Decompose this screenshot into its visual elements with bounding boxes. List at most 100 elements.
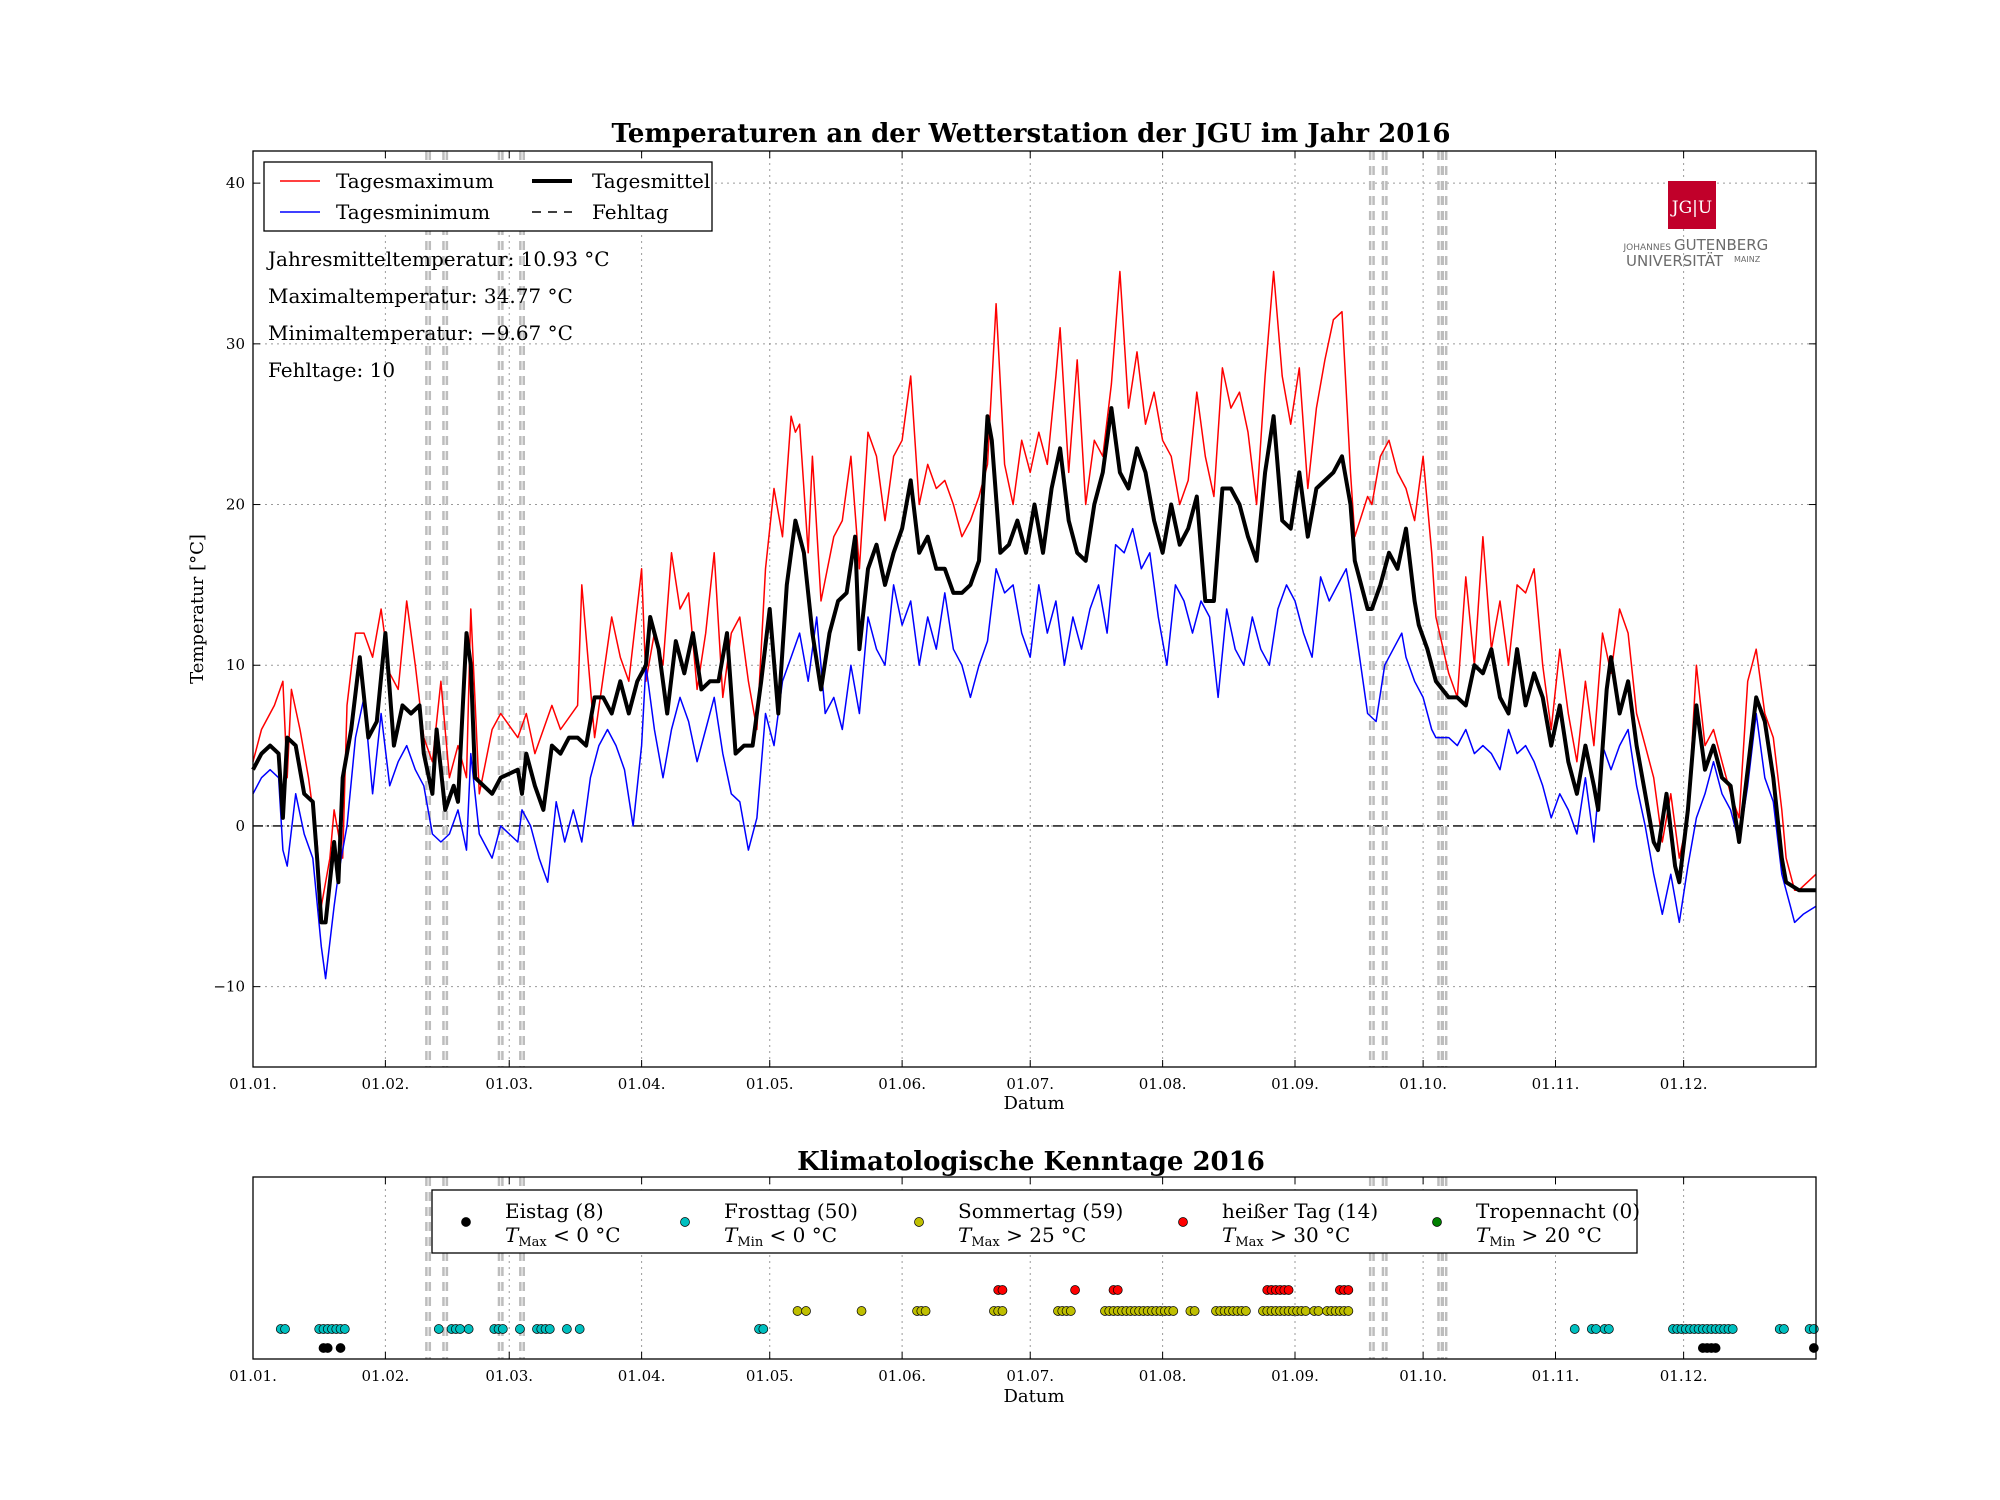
- kenntag-dot: [758, 1324, 769, 1334]
- x-tick-label: 01.08.: [1139, 1075, 1187, 1093]
- main-legend-box: [263, 161, 713, 232]
- x-tick-label: 01.10.: [1399, 1367, 1447, 1385]
- x-tick-label: 01.07.: [1006, 1367, 1054, 1385]
- jgu-logo-mark: [1668, 181, 1716, 229]
- kenntag-dot: [1343, 1306, 1354, 1316]
- kenntag-dot: [280, 1324, 290, 1334]
- legend-label-missing: Fehltag: [592, 200, 669, 224]
- kenntag-dot: [1591, 1324, 1601, 1334]
- kenntag-dot: [997, 1306, 1008, 1316]
- stat-annual-mean: Jahresmitteltemperatur: 10.93 °C: [266, 247, 610, 271]
- kenntag-dot: [1112, 1285, 1123, 1295]
- y-axis-ticks: −10 0 10 20 30 40: [213, 174, 1816, 996]
- kenntag-dot: [562, 1324, 572, 1334]
- kenntag-dot: [339, 1324, 350, 1334]
- kenntage-legend-label: Sommertag (59): [958, 1199, 1123, 1223]
- kenntag-dot: [515, 1324, 525, 1334]
- kenntage-legend-swatch: [1178, 1217, 1188, 1227]
- kenntage-legend-swatch: [461, 1217, 471, 1227]
- x-tick-label: 01.12.: [1660, 1367, 1708, 1385]
- stat-min: Minimaltemperatur: −9.67 °C: [268, 321, 573, 345]
- jgu-logo: JG|U JOHANNES GUTENBERG UNIVERSITÄT MAIN…: [1622, 181, 1768, 270]
- y-tick-label: 10: [226, 656, 245, 674]
- kenntag-dot: [1809, 1324, 1819, 1334]
- x-tick-label: 01.11.: [1532, 1075, 1580, 1093]
- x-tick-label: 01.02.: [362, 1075, 410, 1093]
- kenntag-dot: [497, 1324, 508, 1334]
- kenntage-legend-condition: TMin > 20 °C: [1476, 1223, 1602, 1250]
- x-tick-label: 01.12.: [1660, 1075, 1708, 1093]
- kenntag-dot: [920, 1306, 931, 1316]
- kenntag-dot: [1727, 1324, 1738, 1334]
- kenntage-legend-box: [431, 1189, 1638, 1254]
- kenntag-dot: [801, 1306, 811, 1316]
- jgu-logo-gutenberg: GUTENBERG: [1674, 236, 1768, 254]
- kenntag-dot: [1343, 1285, 1354, 1295]
- y-tick-label: 30: [226, 335, 245, 353]
- kenntage-x-ticks: 01.01. 01.02. 01.03. 01.04. 01.05. 01.06. 01.0…: [229, 1177, 1707, 1385]
- kenntag-dot: [574, 1324, 585, 1334]
- y-tick-label: −10: [213, 978, 245, 996]
- kenntage-legend-label: Frosttag (50): [724, 1199, 858, 1223]
- kenntag-dot: [322, 1343, 333, 1353]
- x-tick-label: 01.09.: [1271, 1367, 1319, 1385]
- kenntag-dot: [1710, 1343, 1721, 1353]
- y-tick-label: 20: [226, 496, 245, 514]
- main-chart-title: Temperaturen an der Wetterstation der JG…: [612, 119, 1451, 149]
- kenntage-legend-condition: TMax > 30 °C: [1222, 1223, 1350, 1250]
- x-tick-label: 01.07.: [1006, 1075, 1054, 1093]
- x-tick-label: 01.02.: [362, 1367, 410, 1385]
- kenntag-dot: [1065, 1306, 1076, 1316]
- kenntage-legend-condition: TMax < 0 °C: [505, 1223, 621, 1250]
- x-tick-label: 01.06.: [878, 1367, 926, 1385]
- kenntage-legend-condition: TMax > 25 °C: [958, 1223, 1086, 1250]
- kenntag-dot: [1604, 1324, 1614, 1334]
- x-tick-label: 01.03.: [485, 1075, 533, 1093]
- jgu-logo-mainz: MAINZ: [1734, 255, 1761, 264]
- x-tick-label: 01.05.: [746, 1367, 794, 1385]
- kenntag-dot: [1189, 1306, 1200, 1316]
- x-tick-label: 01.01.: [229, 1367, 277, 1385]
- main-legend: Tagesmaximum Tagesminimum Tagesmittel Fe…: [263, 161, 713, 232]
- kenntage-legend-label: Eistag (8): [505, 1199, 604, 1223]
- x-tick-label: 01.11.: [1532, 1367, 1580, 1385]
- kenntag-dot: [792, 1306, 803, 1316]
- x-tick-label: 01.06.: [878, 1075, 926, 1093]
- jgu-logo-mark-text: JG|U: [1670, 198, 1712, 218]
- series-tagesmaximum: [252, 270, 1817, 908]
- legend-label-min: Tagesminimum: [336, 200, 490, 224]
- kenntag-dot: [455, 1324, 465, 1334]
- kenntag-dot: [1241, 1306, 1251, 1316]
- x-tick-label: 01.03.: [485, 1367, 533, 1385]
- x-tick-label: 01.10.: [1399, 1075, 1447, 1093]
- y-tick-label: 0: [235, 817, 245, 835]
- kenntag-dot: [1809, 1343, 1819, 1353]
- stat-max: Maximaltemperatur: 34.77 °C: [268, 284, 573, 308]
- kenntage-legend-swatch: [914, 1217, 924, 1227]
- kenntag-dot: [1300, 1306, 1311, 1316]
- main-plot-frame: [252, 150, 1817, 1068]
- series-tagesmittel: [251, 406, 1816, 925]
- kenntag-dot: [1168, 1306, 1179, 1316]
- x-tick-label: 01.05.: [746, 1075, 794, 1093]
- kenntag-dot: [544, 1324, 555, 1334]
- kenntag-dot: [1313, 1306, 1324, 1316]
- series-tagesminimum: [252, 527, 1817, 980]
- kenntage-legend-swatch: [1432, 1217, 1442, 1227]
- x-tick-label: 01.04.: [618, 1075, 666, 1093]
- y-tick-label: 40: [226, 174, 245, 192]
- missing-day-markers: [425, 151, 1448, 1067]
- x-axis-ticks: 01.01. 01.02. 01.03. 01.04. 01.05. 01.06. 01.0…: [229, 151, 1707, 1093]
- legend-label-mean: Tagesmittel: [592, 169, 710, 193]
- x-tick-label: 01.08.: [1139, 1367, 1187, 1385]
- kenntage-legend-label: heißer Tag (14): [1222, 1199, 1378, 1223]
- main-y-axis-label: Temperatur [°C]: [187, 534, 208, 684]
- kenntag-dot: [433, 1324, 444, 1334]
- stat-missing-days: Fehltage: 10: [268, 358, 395, 382]
- kenntage-legend: Eistag (8)TMax < 0 °C Frosttag (50)TMin <…: [431, 1189, 1640, 1254]
- kenntage-plot-frame: [252, 1176, 1817, 1360]
- kenntag-dot: [1569, 1324, 1580, 1334]
- kenntage-x-axis-label: Datum: [1003, 1386, 1064, 1407]
- kenntage-dots: [275, 1285, 1819, 1353]
